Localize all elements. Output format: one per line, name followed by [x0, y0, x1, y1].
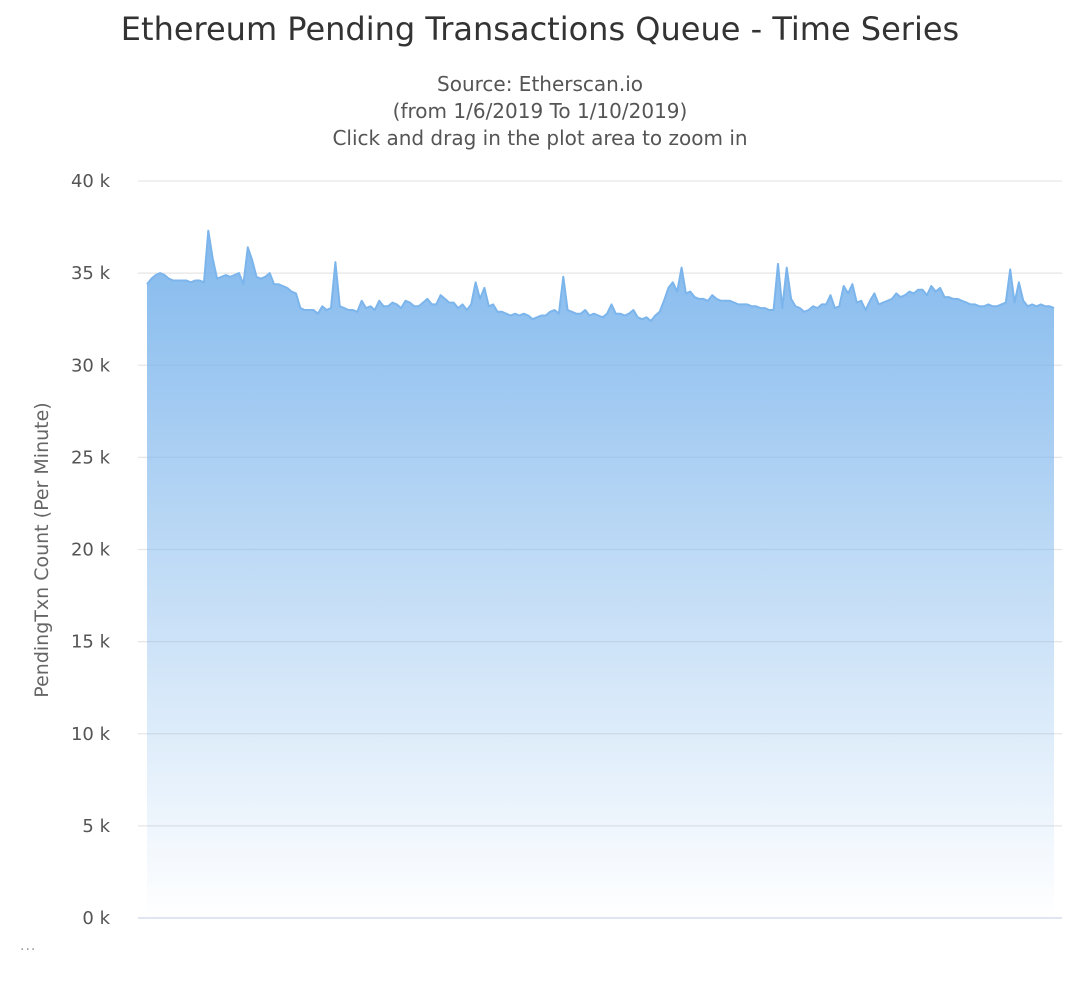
y-tick-label-30000: 30 k — [71, 355, 111, 376]
y-tick-label-35000: 35 k — [71, 263, 111, 284]
y-tick-label-0: 0 k — [82, 908, 110, 929]
y-tick-label-10000: 10 k — [71, 724, 111, 745]
chart-title: Ethereum Pending Transactions Queue - Ti… — [120, 10, 960, 48]
series-line — [146, 229, 1055, 322]
y-tick-label-20000: 20 k — [71, 540, 111, 561]
y-tick-label-40000: 40 k — [71, 171, 111, 192]
y-tick-label-25000: 25 k — [71, 447, 111, 468]
y-tick-label-5000: 5 k — [82, 816, 110, 837]
chart-subtitle-source: Source: Etherscan.io — [437, 72, 643, 96]
chart-subtitle-range: (from 1/6/2019 To 1/10/2019) — [392, 99, 688, 123]
ellipsis-indicator: ... — [20, 938, 37, 954]
y-tick-label-15000: 15 k — [71, 632, 111, 653]
y-axis: 0 k 5 k 10 k 15 k 20 k 25 k 30 k 35 k 40 k — [71, 171, 111, 929]
series-area — [147, 230, 1054, 918]
y-axis-title: PendingTxn Count (Per Minute) — [31, 402, 53, 697]
chart-subtitle-hint: Click and drag in the plot area to zoom … — [332, 126, 748, 150]
